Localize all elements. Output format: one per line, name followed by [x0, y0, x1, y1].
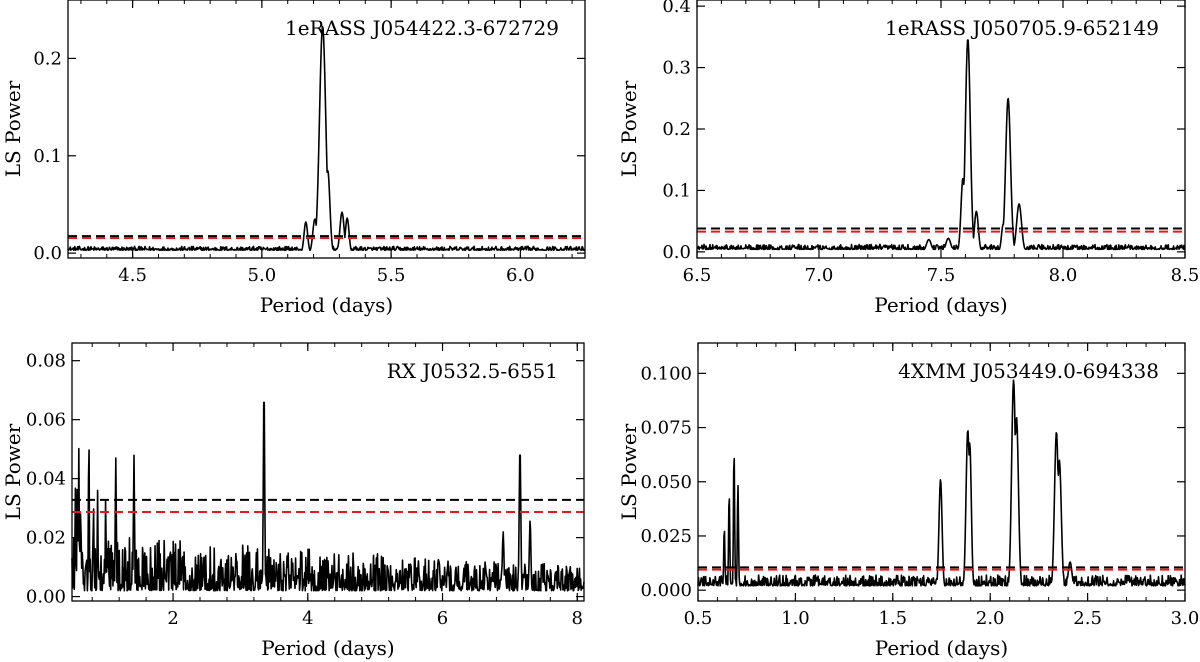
panel-RX-J0532: 2 4 6 8 0.00 0.02 0.04 0.06 0.08 RX J0532.5-6551…	[1, 342, 585, 660]
panel-1eRASS-J054422: 4.5 5.0 5.5 6.0 0.0 0.1 0.2 1eRASS J054422.3-6…	[1, 0, 586, 317]
plot-frame	[697, 342, 1186, 602]
x-tick-label: 0.5	[684, 608, 713, 629]
plot-frame	[67, 0, 586, 259]
x-tick-label: 2.5	[1073, 608, 1102, 629]
x-axis-label: Period (days)	[261, 636, 394, 660]
y-axis-label: LS Power	[1, 423, 25, 520]
panel-title: 1eRASS J054422.3-672729	[285, 16, 559, 40]
x-tick-label: 8	[572, 608, 583, 629]
plot-frame	[71, 342, 585, 602]
x-tick-label: 2.0	[976, 608, 1005, 629]
x-axis-label: Period (days)	[875, 636, 1008, 660]
y-tick-label: 0.050	[640, 472, 692, 493]
panel-1eRASS-J050705: 6.5 7.0 7.5 8.0 8.5 0.0 0.1 0.2 0.3 0.4 1eRASS J0…	[617, 0, 1199, 317]
x-tick-label: 5.5	[377, 265, 406, 286]
x-tick-label: 4	[302, 608, 313, 629]
x-tick-label: 8.0	[1049, 265, 1078, 286]
y-tick-label: 0.000	[640, 580, 692, 601]
x-tick-label: 4.5	[118, 265, 147, 286]
x-tick-label: 1.5	[878, 608, 907, 629]
periodogram-curve	[71, 401, 585, 592]
x-tick-label: 6.5	[683, 265, 712, 286]
y-tick-label: 0.1	[662, 180, 691, 201]
y-axis-label: LS Power	[617, 80, 641, 177]
y-tick-label: 0.3	[662, 58, 691, 79]
y-tick-label: 0.2	[33, 48, 62, 69]
y-tick-label: 0.08	[26, 351, 66, 372]
panel-title: 1eRASS J050705.9-652149	[885, 16, 1159, 40]
panel-title: 4XMM J053449.0-694338	[898, 359, 1159, 383]
panel-4XMM-J053449: 0.5 1.0 1.5 2.0 2.5 3.0 0.000 0.025 0.050 0.075 0.…	[617, 342, 1200, 660]
x-tick-label: 7.0	[805, 265, 834, 286]
x-axis-label: Period (days)	[260, 293, 393, 317]
y-tick-label: 0.04	[26, 469, 66, 490]
periodogram-curve	[697, 379, 1186, 587]
y-axis-label: LS Power	[617, 423, 641, 520]
panel-title: RX J0532.5-6551	[387, 359, 558, 383]
y-tick-label: 0.1	[33, 146, 62, 167]
x-axis-label: Period (days)	[874, 293, 1007, 317]
y-tick-label: 0.00	[26, 587, 66, 608]
y-tick-label: 0.0	[662, 242, 691, 263]
y-tick-label: 0.4	[662, 0, 691, 17]
x-tick-label: 3.0	[1171, 608, 1200, 629]
x-tick-label: 6.0	[506, 265, 535, 286]
y-tick-label: 0.100	[640, 363, 692, 384]
y-tick-label: 0.025	[640, 526, 692, 547]
y-tick-label: 0.06	[26, 410, 66, 431]
y-tick-label: 0.2	[662, 119, 691, 140]
y-tick-label: 0.02	[26, 528, 66, 549]
periodogram-curve	[696, 39, 1186, 251]
y-tick-label: 0.0	[33, 243, 62, 264]
x-tick-label: 7.5	[927, 265, 956, 286]
x-tick-label: 6	[437, 608, 448, 629]
y-tick-label: 0.075	[640, 418, 692, 439]
x-tick-label: 8.5	[1171, 265, 1200, 286]
x-tick-label: 5.0	[248, 265, 277, 286]
x-tick-label: 2	[167, 608, 178, 629]
periodogram-curve	[67, 25, 586, 252]
y-axis-label: LS Power	[1, 80, 25, 177]
x-tick-label: 1.0	[781, 608, 810, 629]
